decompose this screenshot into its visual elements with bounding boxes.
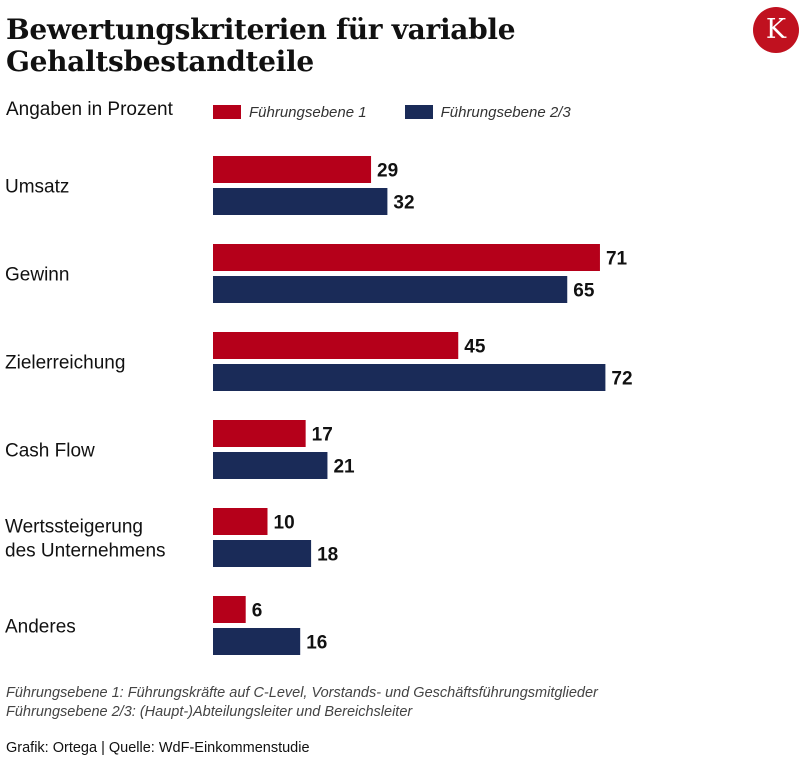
legend-item-series2: Führungsebene 2/3: [404, 103, 571, 121]
bar-series2: [213, 628, 301, 655]
value-label: 18: [317, 545, 338, 566]
legend-label-series1: Führungsebene 1: [249, 103, 367, 121]
value-label: 16: [306, 633, 327, 654]
bar-series1: [213, 420, 306, 447]
category-label: Zielerreichung: [5, 353, 125, 374]
legend-label-series2: Führungsebene 2/3: [440, 103, 571, 121]
bar-series1: [213, 156, 372, 183]
footnotes: Führungsebene 1: Führungskräfte auf C-Le…: [6, 684, 598, 722]
bar-series1: [213, 508, 268, 535]
category-label: des Unternehmens: [5, 541, 166, 562]
bar-series2: [213, 188, 388, 215]
value-label: 10: [274, 513, 295, 534]
value-label: 17: [312, 425, 333, 446]
source-credit: Grafik: Ortega | Quelle: WdF-Einkommenst…: [6, 740, 310, 756]
value-label: 65: [573, 281, 595, 302]
bar-series1: [213, 596, 246, 623]
bar-series2: [213, 452, 328, 479]
legend-swatch-series2: [404, 105, 433, 119]
footnote-ebene-1: Führungsebene 1: Führungskräfte auf C-Le…: [6, 685, 598, 701]
category-label: Anderes: [5, 617, 76, 638]
category-label: Cash Flow: [5, 441, 95, 462]
bar-series2: [213, 364, 606, 391]
legend-swatch-series1: [213, 105, 241, 119]
chart-subtitle: Angaben in Prozent: [6, 99, 173, 120]
footnote-ebene-2-3: Führungsebene 2/3: (Haupt-)Abteilungslei…: [6, 704, 413, 720]
category-label: Umsatz: [5, 177, 69, 198]
category-label: Wertssteigerung: [5, 517, 143, 538]
bar-chart: Umsatz 29 32 Gewinn 71 65 Zielerreichung 45 72 Ca…: [5, 156, 633, 655]
legend-item-series1: Führungsebene 1: [213, 104, 367, 121]
value-label: 29: [377, 161, 398, 182]
value-label: 32: [393, 193, 414, 214]
bar-series2: [213, 276, 568, 303]
chart-title: Bewertungskriterien für variable Gehalts…: [6, 13, 516, 78]
legend: Führungsebene 1 Führungsebene 2/3: [213, 102, 609, 122]
value-label: 71: [606, 249, 628, 270]
value-label: 72: [611, 369, 632, 390]
value-label: 45: [464, 337, 486, 358]
value-label: 21: [333, 457, 355, 478]
value-label: 6: [252, 601, 263, 622]
bar-series2: [213, 540, 312, 567]
kleine-zeitung-logo: K: [753, 7, 799, 53]
bar-series1: [213, 244, 600, 271]
bar-series1: [213, 332, 459, 359]
category-label: Gewinn: [5, 265, 69, 286]
